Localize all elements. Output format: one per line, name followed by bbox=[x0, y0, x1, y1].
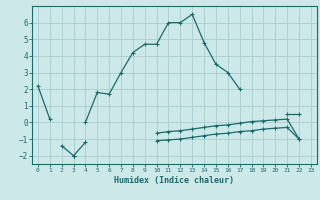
X-axis label: Humidex (Indice chaleur): Humidex (Indice chaleur) bbox=[115, 176, 234, 185]
